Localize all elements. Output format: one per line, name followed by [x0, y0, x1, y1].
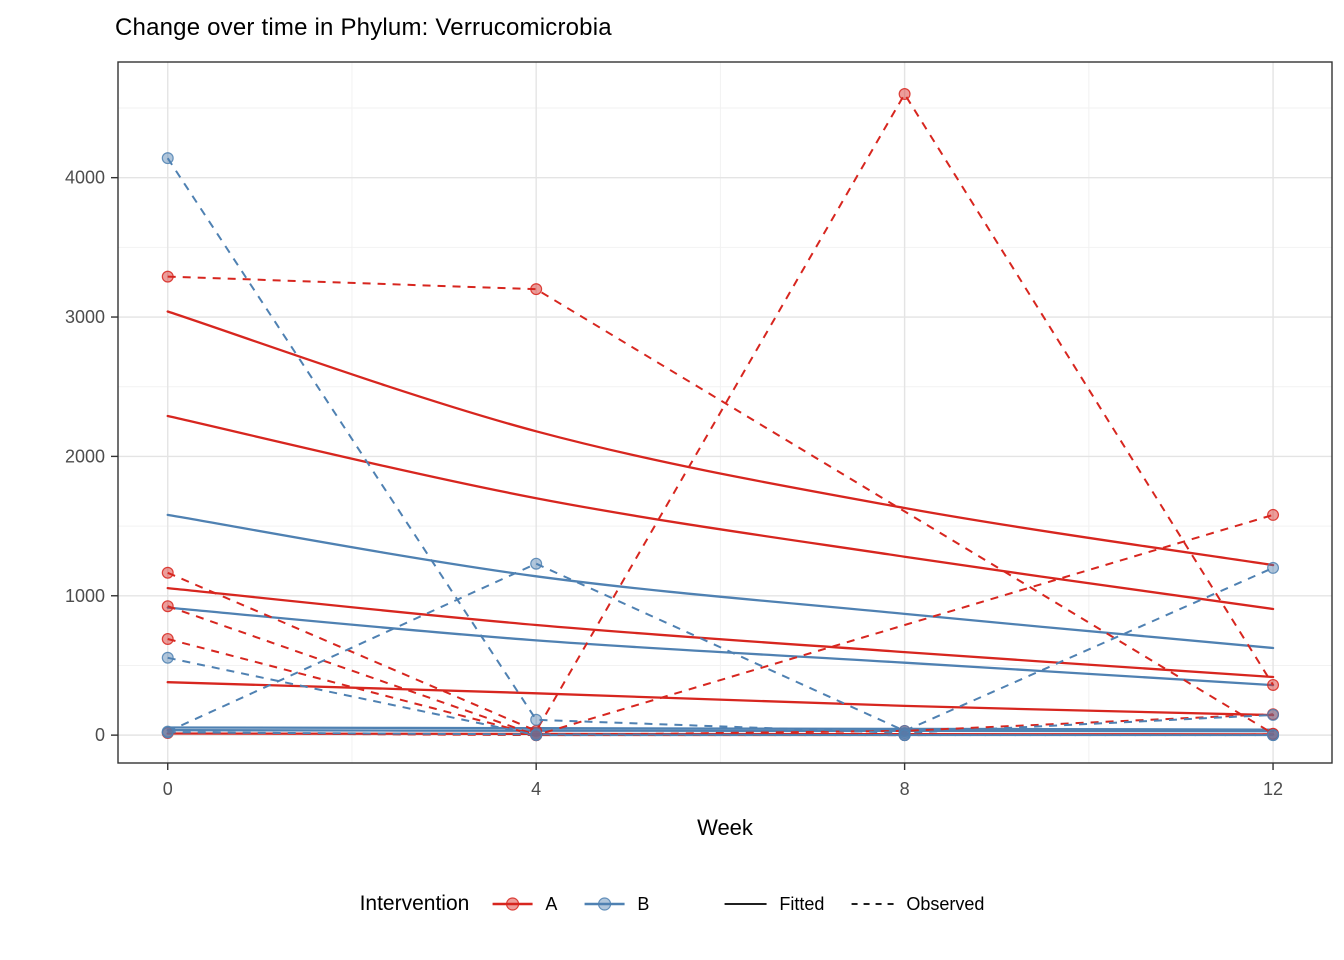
- observed-key-icon: [851, 903, 894, 905]
- fitted-line-A2: [166, 414, 1275, 611]
- x-tick-label: 8: [900, 779, 910, 799]
- group-b-key-icon: [584, 897, 625, 911]
- y-tick-label: 3000: [65, 307, 105, 327]
- fitted-line-B2: [166, 606, 1275, 687]
- chart-title: Change over time in Phylum: Verrucomicro…: [115, 14, 612, 41]
- data-point-B4-wk8: [898, 729, 911, 742]
- fitted-line-B3: [166, 726, 1275, 731]
- x-axis-label: Week: [697, 815, 754, 840]
- observed-line-B2: [167, 562, 1274, 733]
- data-point-B4-wk4: [530, 728, 543, 741]
- observed-line-B1: [166, 157, 1274, 735]
- data-point-B1-wk4: [530, 713, 543, 726]
- legend-label-observed: Observed: [906, 893, 985, 914]
- data-point-A1-wk4: [530, 283, 543, 296]
- fitted-line-A3: [166, 586, 1275, 679]
- data-point-B2-wk12: [1267, 561, 1280, 574]
- group-a-key-icon: [492, 897, 533, 911]
- data-point-B1-wk0: [161, 152, 174, 165]
- y-tick-label: 0: [95, 725, 105, 745]
- observed-line-A2: [167, 92, 1274, 733]
- data-point-A3-wk0: [161, 600, 174, 613]
- data-point-B4-wk12: [1267, 729, 1280, 742]
- x-tick-label: 4: [531, 779, 541, 799]
- data-point-A1-wk0: [161, 270, 174, 283]
- data-point-A4-wk0: [161, 632, 174, 645]
- observed-line-B4: [167, 731, 1274, 737]
- panel-background: [118, 62, 1332, 763]
- observed-line-A3: [167, 605, 1274, 737]
- legend-item-observed[interactable]: Observed: [850, 894, 984, 915]
- x-tick-label: 12: [1263, 779, 1283, 799]
- legend-title: Intervention: [359, 892, 470, 915]
- fitted-line-B4: [166, 729, 1275, 733]
- fitted-line-A4: [166, 681, 1275, 717]
- fitted-line-A1: [166, 310, 1275, 567]
- data-point-A2-wk0: [161, 566, 174, 579]
- x-tick-label: 0: [163, 779, 173, 799]
- legend-item-group-a[interactable]: A: [491, 894, 557, 915]
- data-point-B2-wk8: [898, 724, 911, 737]
- legend-label-a: A: [545, 893, 558, 914]
- fitted-line-B1: [166, 513, 1275, 650]
- y-tick-label: 2000: [65, 446, 105, 466]
- panel-border: [117, 61, 1333, 764]
- y-tick-label: 4000: [65, 168, 105, 188]
- chart-canvas: 0 1000 2000 3000 4000 0 4 8 12 Week: [65, 61, 1333, 840]
- data-point-B4-wk0: [161, 726, 174, 739]
- observed-line-A1: [167, 275, 1274, 735]
- observed-line-B3: [167, 656, 1274, 737]
- data-point-B2-wk4: [530, 557, 543, 570]
- fitted-key-icon: [724, 903, 767, 905]
- data-point-A4-wk12: [1267, 508, 1280, 521]
- legend-item-group-b[interactable]: B: [583, 894, 649, 915]
- legend-label-fitted: Fitted: [779, 893, 825, 914]
- legend-label-b: B: [637, 893, 650, 914]
- y-tick-label: 1000: [65, 586, 105, 606]
- data-point-A2-wk12: [1267, 678, 1280, 691]
- legend: Intervention A B Fitted Observed: [360, 892, 985, 916]
- legend-item-fitted[interactable]: Fitted: [723, 894, 824, 915]
- data-point-A2-wk8: [898, 88, 911, 101]
- data-point-B3-wk0: [161, 651, 174, 664]
- data-point-B1-wk12: [1267, 708, 1280, 721]
